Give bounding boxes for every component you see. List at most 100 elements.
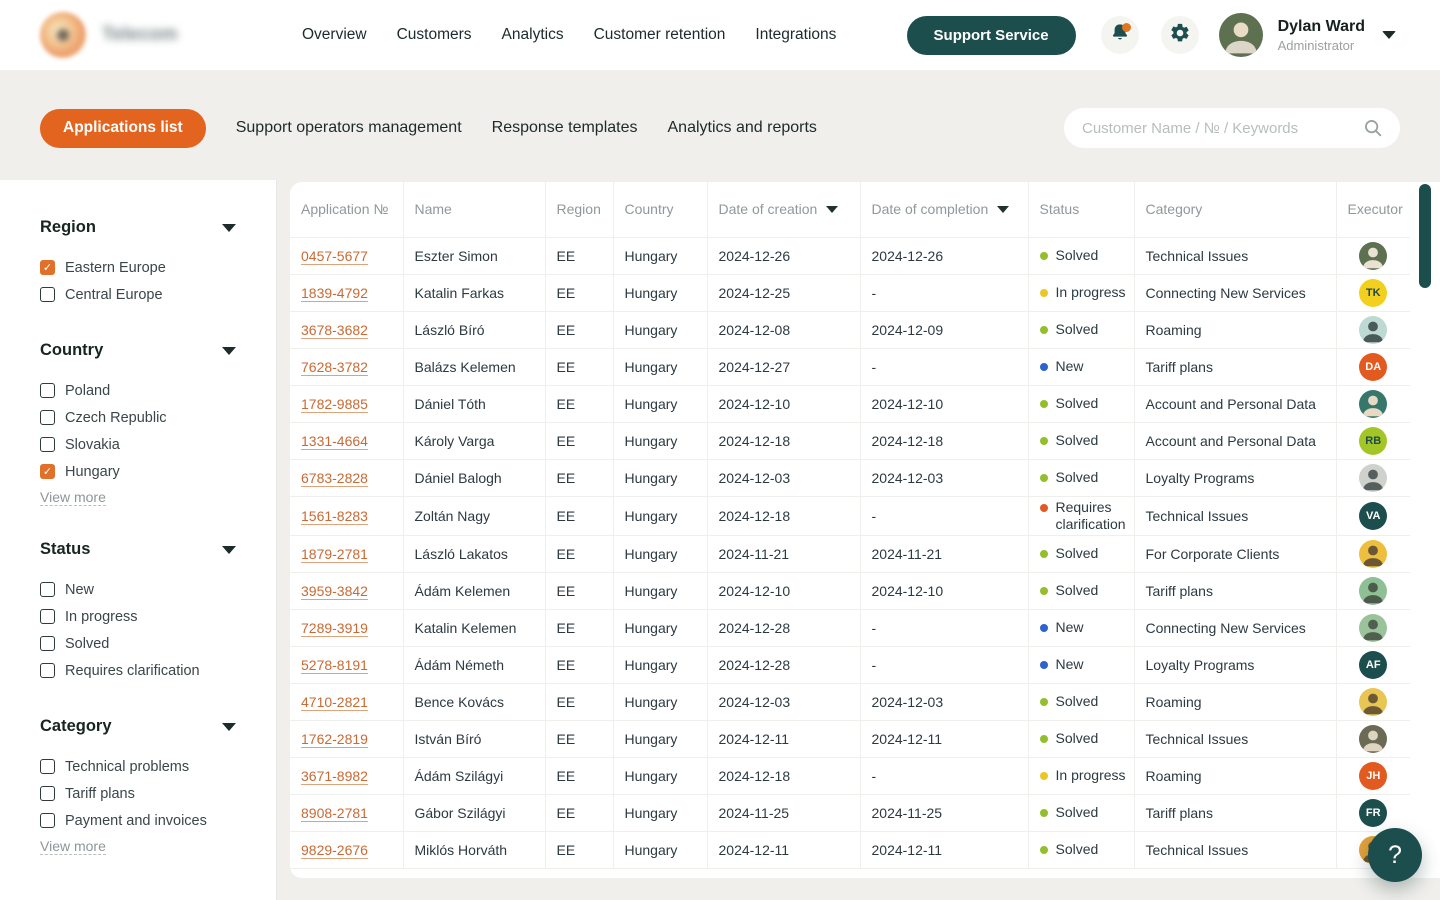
filter-checkbox-row[interactable]: Technical problems [40,753,256,780]
application-number-link[interactable]: 3959-3842 [301,583,368,599]
filter-checkbox-row[interactable]: Slovakia [40,431,256,458]
cell-id: 5278-8191 [290,646,403,683]
nav-item-customer-retention[interactable]: Customer retention [594,26,726,44]
application-number-link[interactable]: 1879-2781 [301,546,368,562]
application-number-link[interactable]: 1762-2819 [301,731,368,747]
application-number-link[interactable]: 7289-3919 [301,620,368,636]
nav-item-customers[interactable]: Customers [397,26,472,44]
filter-section-header[interactable]: Region [40,218,236,237]
application-number-link[interactable]: 7628-3782 [301,359,368,375]
application-number-link[interactable]: 1331-4664 [301,433,368,449]
view-more-link[interactable]: View more [40,489,106,506]
checkbox-unchecked[interactable] [40,786,55,801]
status-indicator: Solved [1040,582,1128,599]
application-number-link[interactable]: 8908-2781 [301,805,368,821]
filter-checkbox-row[interactable]: Payment and invoices [40,807,256,834]
checkbox-unchecked[interactable] [40,813,55,828]
nav-item-analytics[interactable]: Analytics [502,26,564,44]
filter-option-label: Slovakia [65,437,120,453]
user-menu-chevron-down-icon[interactable] [1382,31,1396,39]
sort-descending-icon[interactable] [997,206,1009,213]
filter-checkbox-row[interactable]: ✓Eastern Europe [40,254,256,281]
filters-sidebar: Region ✓Eastern EuropeCentral Europe Count… [0,180,277,900]
filter-checkbox-row[interactable]: Solved [40,630,256,657]
search-input[interactable] [1082,120,1362,137]
filter-checkbox-row[interactable]: Central Europe [40,281,256,308]
settings-button[interactable] [1161,16,1199,54]
application-number-link[interactable]: 4710-2821 [301,694,368,710]
executor-avatar[interactable] [1359,464,1387,492]
cell-status: Solved [1028,572,1134,609]
executor-avatar[interactable] [1359,242,1387,270]
executor-avatar[interactable]: JH [1359,762,1387,790]
cell-category: Technical Issues [1134,496,1336,535]
filter-section-header[interactable]: Status [40,540,236,559]
executor-avatar[interactable] [1359,725,1387,753]
checkbox-unchecked[interactable] [40,287,55,302]
checkbox-unchecked[interactable] [40,663,55,678]
executor-avatar[interactable]: DA [1359,353,1387,381]
status-indicator: Solved [1040,730,1128,747]
tab-applications-list[interactable]: Applications list [40,109,206,148]
nav-item-overview[interactable]: Overview [302,26,367,44]
filter-checkbox-row[interactable]: ✓Hungary [40,458,256,485]
checkbox-unchecked[interactable] [40,609,55,624]
filter-checkbox-row[interactable]: Czech Republic [40,404,256,431]
cell-completed: 2024-12-09 [860,311,1028,348]
executor-avatar[interactable]: FR [1359,799,1387,827]
filter-checkbox-row[interactable]: Poland [40,377,256,404]
column-header-label: Country [625,201,674,217]
status-dot [1040,846,1048,854]
checkbox-unchecked[interactable] [40,410,55,425]
checkbox-unchecked[interactable] [40,582,55,597]
executor-avatar[interactable] [1359,390,1387,418]
executor-avatar[interactable]: RB [1359,427,1387,455]
checkbox-unchecked[interactable] [40,636,55,651]
search-box[interactable] [1064,108,1400,148]
notifications-button[interactable] [1101,16,1139,54]
sort-descending-icon[interactable] [826,206,838,213]
table-row: 3671-8982Ádám SzilágyiEEHungary2024-12-1… [290,757,1410,794]
application-number-link[interactable]: 1839-4792 [301,285,368,301]
application-number-link[interactable]: 0457-5677 [301,248,368,264]
checkbox-unchecked[interactable] [40,383,55,398]
filter-checkbox-row[interactable]: In progress [40,603,256,630]
application-number-link[interactable]: 9829-2676 [301,842,368,858]
application-number-link[interactable]: 6783-2828 [301,470,368,486]
search-icon[interactable] [1362,117,1384,139]
executor-avatar[interactable] [1359,614,1387,642]
status-dot [1040,772,1048,780]
checkbox-unchecked[interactable] [40,437,55,452]
filter-section-header[interactable]: Category [40,717,236,736]
user-avatar[interactable] [1219,13,1263,57]
executor-avatar[interactable] [1359,316,1387,344]
executor-avatar[interactable]: TK [1359,279,1387,307]
view-more-link[interactable]: View more [40,838,106,855]
tab-analytics-and-reports[interactable]: Analytics and reports [668,119,817,137]
checkbox-checked[interactable]: ✓ [40,260,55,275]
filter-checkbox-row[interactable]: New [40,576,256,603]
application-number-link[interactable]: 3671-8982 [301,768,368,784]
filter-checkbox-row[interactable]: Requires clarification [40,657,256,684]
application-number-link[interactable]: 1561-8283 [301,508,368,524]
support-service-button[interactable]: Support Service [907,16,1076,55]
executor-avatar[interactable]: VA [1359,502,1387,530]
executor-avatar[interactable] [1359,688,1387,716]
table-scrollbar-thumb[interactable] [1419,184,1431,288]
checkbox-unchecked[interactable] [40,759,55,774]
executor-avatar[interactable] [1359,540,1387,568]
tab-support-operators-management[interactable]: Support operators management [236,119,462,137]
filter-section-header[interactable]: Country [40,341,236,360]
filter-checkbox-row[interactable]: Tariff plans [40,780,256,807]
tab-response-templates[interactable]: Response templates [492,119,638,137]
application-number-link[interactable]: 5278-8191 [301,657,368,673]
nav-item-integrations[interactable]: Integrations [755,26,836,44]
help-button[interactable]: ? [1368,828,1422,882]
checkbox-checked[interactable]: ✓ [40,464,55,479]
status-indicator: Solved [1040,804,1128,821]
application-number-link[interactable]: 1782-9885 [301,396,368,412]
application-number-link[interactable]: 3678-3682 [301,322,368,338]
cell-id: 3671-8982 [290,757,403,794]
executor-avatar[interactable]: AF [1359,651,1387,679]
executor-avatar[interactable] [1359,577,1387,605]
